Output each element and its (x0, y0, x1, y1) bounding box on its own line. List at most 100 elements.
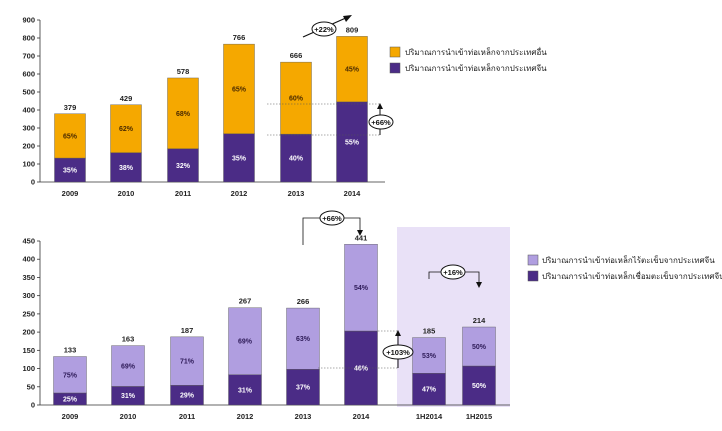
top-total-2013: 666 (290, 51, 303, 60)
top-pct-top-2010: 62% (119, 126, 134, 133)
top-y-tick-label: 500 (22, 88, 35, 97)
bottom-y-tick-label: 200 (22, 328, 35, 337)
bottom-bar-bottom-2012 (228, 374, 262, 406)
legend-label-welded: ปริมาณการนำเข้าท่อเหล็กเชื่อมตะเข็บจากปร… (542, 270, 722, 281)
bottom-pct-bottom-1H2015: 50% (472, 383, 487, 390)
bottom-pct-top-2013: 63% (296, 336, 311, 343)
top-bar-bottom-2014 (336, 101, 368, 183)
bottom-pct-bottom-2010: 31% (121, 393, 136, 400)
bottom-pct-bottom-1H2014: 47% (422, 387, 437, 394)
legend-label-other: ปริมาณการนำเข้าท่อเหล็กจากประเทศอื่น (405, 46, 547, 57)
top-pct-top-2009: 65% (63, 133, 78, 140)
top-y-tick-label: 400 (22, 106, 35, 115)
annotation-growth-total-top: +22% (302, 15, 352, 38)
top-bar-top-2014 (336, 36, 368, 103)
growth-welded-label: +103% (386, 348, 410, 357)
bottom-y-tick-label: 250 (22, 309, 35, 318)
bottom-pct-top-2010: 69% (121, 364, 136, 371)
top-pct-top-2011: 68% (176, 111, 191, 118)
bottom-bar-top-1H2014 (412, 337, 446, 374)
annotation-growth-half: +16% (428, 264, 482, 288)
top-pct-bottom-2012: 35% (232, 155, 247, 162)
top-y-tick-label: 800 (22, 34, 35, 43)
top-x-label-2010: 2010 (118, 189, 135, 198)
bottom-x-label-1H2014: 1H2014 (416, 412, 443, 421)
growth-china-label: +66% (371, 118, 391, 127)
top-pct-bottom-2009: 35% (63, 168, 78, 175)
bottom-pct-top-2009: 75% (63, 372, 78, 379)
top-bar-top-2009 (54, 113, 86, 159)
bottom-bar-top-2009 (53, 356, 87, 394)
top-total-2010: 429 (120, 94, 133, 103)
top-y-tick-label: 700 (22, 52, 35, 61)
bottom-x-label-2010: 2010 (120, 412, 137, 421)
top-pct-bottom-2010: 38% (119, 165, 134, 172)
bottom-bar-top-2014 (344, 244, 378, 332)
bottom-pct-top-2014: 54% (354, 285, 369, 292)
bottom-total-2010: 163 (122, 335, 135, 344)
bottom-x-label-2009: 2009 (62, 412, 79, 421)
top-y-tick-label: 600 (22, 70, 35, 79)
bottom-pct-bottom-2011: 29% (180, 393, 195, 400)
top-y-tick-label: 900 (22, 16, 35, 25)
top-x-label-2011: 2011 (175, 189, 191, 198)
bottom-x-label-2012: 2012 (237, 412, 254, 421)
bottom-x-label-2014: 2014 (353, 412, 371, 421)
top-pct-top-2014: 45% (345, 67, 360, 74)
bottom-y-tick-label: 150 (22, 346, 35, 355)
annotation-growth-total-bottom: +66% (302, 210, 363, 245)
annotation-growth-welded: +103% (318, 330, 414, 369)
top-total-2011: 578 (177, 67, 190, 76)
top-bar-top-2010 (110, 104, 142, 153)
bottom-y-tick-label: 300 (22, 291, 35, 300)
growth-total-bottom-label: +66% (322, 214, 342, 223)
bottom-pct-top-1H2015: 50% (472, 344, 487, 351)
bottom-bar-top-2011 (170, 336, 204, 386)
top-y-tick-label: 100 (22, 160, 35, 169)
top-total-2012: 766 (233, 33, 246, 42)
top-x-label-2013: 2013 (288, 189, 305, 198)
legend-swatch-other (389, 46, 401, 58)
legend-swatch-china (389, 62, 401, 74)
bottom-y-tick-label: 0 (31, 401, 35, 410)
legend-swatch-welded (527, 270, 539, 282)
bottom-y-tick-label: 400 (22, 255, 35, 264)
bottom-total-2011: 187 (181, 326, 194, 335)
bottom-total-1H2015: 214 (473, 316, 486, 325)
bottom-y-tick-label: 50 (27, 382, 35, 391)
bottom-pct-bottom-2014: 46% (354, 366, 369, 373)
bottom-x-label-1H2015: 1H2015 (466, 412, 492, 421)
bottom-chart: 0 50 100 150 200 250 300 350 400 450 25% 75% 133 2009… (22, 233, 510, 421)
top-total-2009: 379 (64, 103, 77, 112)
top-bar-bottom-2012 (223, 133, 255, 183)
top-y-tick-label: 200 (22, 142, 35, 151)
annotation-growth-china-top: +66% (267, 103, 394, 136)
bottom-pct-top-2011: 71% (180, 359, 195, 366)
legend-swatch-seamless (527, 254, 539, 266)
bottom-y-tick-label: 100 (22, 364, 35, 373)
bottom-total-2013: 266 (297, 297, 310, 306)
growth-half-label: +16% (443, 268, 463, 277)
bottom-x-label-2011: 2011 (179, 412, 195, 421)
bottom-x-label-2013: 2013 (295, 412, 312, 421)
bottom-bar-top-2010 (111, 345, 145, 387)
top-total-2014: 809 (346, 25, 359, 34)
bottom-total-2009: 133 (64, 346, 77, 355)
top-pct-top-2013: 60% (289, 96, 304, 103)
top-bar-top-2011 (167, 77, 199, 149)
top-chart: 0 100 200 300 400 500 600 700 800 900 35% 65% 379 200… (22, 16, 385, 198)
bottom-pct-top-2012: 69% (238, 339, 253, 346)
bottom-y-tick-label: 350 (22, 273, 35, 282)
top-pct-bottom-2011: 32% (176, 163, 191, 170)
top-bar-top-2013 (280, 61, 312, 135)
top-pct-bottom-2013: 40% (289, 156, 304, 163)
bottom-total-2014: 441 (355, 233, 368, 242)
top-bar-bottom-2011 (167, 148, 199, 183)
bottom-pct-bottom-2012: 31% (238, 387, 253, 394)
bottom-bar-top-1H2015 (462, 326, 496, 367)
bottom-bar-top-2012 (228, 307, 262, 375)
bottom-pct-bottom-2009: 25% (63, 396, 78, 403)
bottom-total-1H2014: 185 (423, 327, 436, 336)
top-bar-top-2012 (223, 43, 255, 134)
